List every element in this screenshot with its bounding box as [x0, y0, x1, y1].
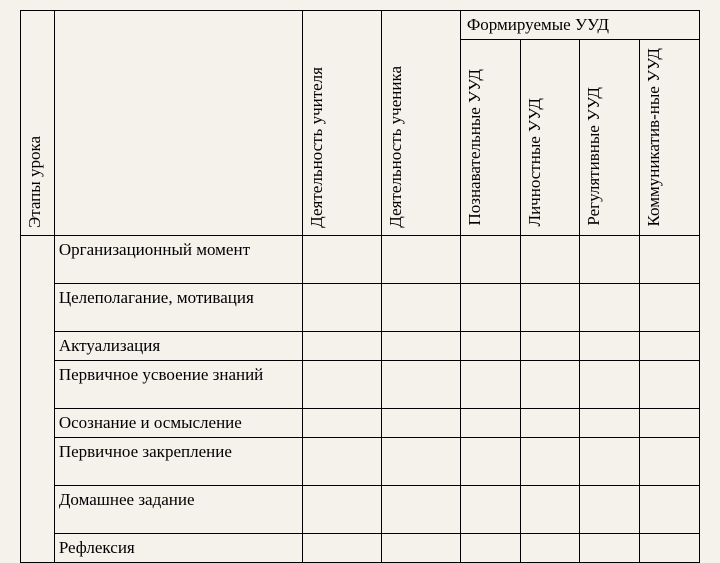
- cell-uud-regulative: [580, 236, 640, 284]
- table-row: Осознание и осмысление: [21, 409, 700, 438]
- header-group-row: Этапы урока Деятельность учителя Деятель…: [21, 11, 700, 40]
- table-row: Организационный момент: [21, 236, 700, 284]
- col-uud-communicative-label: Коммуникатив-ные УУД: [644, 48, 664, 226]
- stage-cell: Целеполагание, мотивация: [54, 284, 302, 332]
- stage-cell: Первичное закрепление: [54, 438, 302, 486]
- col-etapy-label: Этапы урока: [25, 136, 45, 228]
- table-row: Рефлексия: [21, 534, 700, 563]
- stage-cell: Рефлексия: [54, 534, 302, 563]
- cell-student: [381, 236, 460, 284]
- table-row: Актуализация: [21, 332, 700, 361]
- cell-teacher: [302, 236, 381, 284]
- stage-cell: Осознание и осмысление: [54, 409, 302, 438]
- col-etapy: Этапы урока: [21, 11, 55, 236]
- etapy-body-cell: [21, 236, 55, 563]
- page: Этапы урока Деятельность учителя Деятель…: [0, 0, 720, 540]
- col-teacher-label: Деятельность учителя: [307, 67, 327, 228]
- stage-cell: Организационный момент: [54, 236, 302, 284]
- stage-cell: Домашнее задание: [54, 486, 302, 534]
- col-student-label: Деятельность ученика: [386, 66, 406, 228]
- col-uud-personal: Личностные УУД: [520, 40, 580, 236]
- cell-uud-cognitive: [460, 236, 520, 284]
- col-uud-cognitive: Познавательные УУД: [460, 40, 520, 236]
- col-uud-regulative-label: Регулятивные УУД: [584, 87, 604, 226]
- col-uud-personal-label: Личностные УУД: [525, 98, 545, 226]
- cell-uud-personal: [520, 236, 580, 284]
- lesson-plan-table: Этапы урока Деятельность учителя Деятель…: [20, 10, 700, 563]
- table-row: Первичное усвоение знаний: [21, 361, 700, 409]
- col-uud-regulative: Регулятивные УУД: [580, 40, 640, 236]
- table-row: Целеполагание, мотивация: [21, 284, 700, 332]
- col-uud-communicative: Коммуникатив-ные УУД: [640, 40, 700, 236]
- col-teacher: Деятельность учителя: [302, 11, 381, 236]
- table-row: Домашнее задание: [21, 486, 700, 534]
- uud-group-label: Формируемые УУД: [467, 15, 609, 34]
- col-uud-cognitive-label: Познавательные УУД: [465, 69, 485, 226]
- col-student: Деятельность ученика: [381, 11, 460, 236]
- stage-cell: Актуализация: [54, 332, 302, 361]
- stage-cell: Первичное усвоение знаний: [54, 361, 302, 409]
- col-stage-blank: [54, 11, 302, 236]
- table-row: Первичное закрепление: [21, 438, 700, 486]
- uud-group: Формируемые УУД: [460, 11, 699, 40]
- cell-uud-communicative: [640, 236, 700, 284]
